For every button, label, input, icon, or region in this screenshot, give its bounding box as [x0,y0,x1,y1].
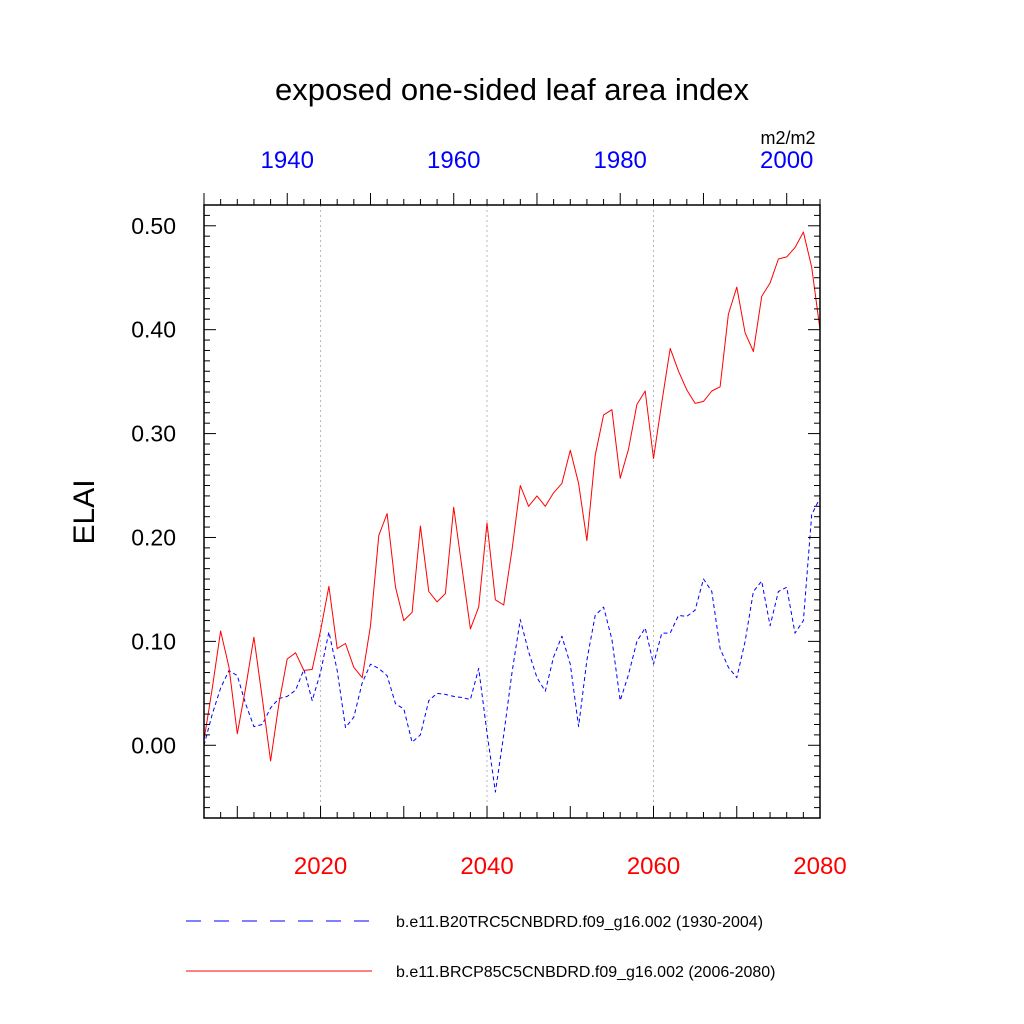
series-line-0 [203,497,821,793]
y-tick-label: 0.50 [131,213,176,239]
series-line-1 [203,231,821,762]
legend: b.e11.B20TRC5CNBDRD.f09_g16.002 (1930-20… [186,914,775,981]
x-bottom-tick-label: 2080 [793,853,846,880]
x-top-tick-label: 1980 [594,147,647,174]
x-top-tick-label: 1960 [427,147,480,174]
y-tick-label: 0.30 [131,421,176,447]
x-top-tick-label: 2000 [760,147,813,174]
x-bottom-tick-label: 2040 [460,853,513,880]
grid-layer [320,205,655,818]
y-tick-label: 0.20 [131,524,176,550]
chart-title: exposed one-sided leaf area index [275,72,749,107]
legend-label-rcp85: b.e11.BRCP85C5CNBDRD.f09_g16.002 (2006-2… [396,964,775,981]
series-layer [203,231,821,793]
y-tick-label: 0.40 [131,317,176,343]
y-tick-label: 0.00 [131,732,176,758]
x-bottom-tick-label: 2020 [294,853,347,880]
x-top-tick-label: 1940 [261,147,314,174]
axis-layer: 0.00 0.10 0.20 0.30 0.40 0.50 2020 2040 2060 2080… [131,147,846,880]
x-bottom-tick-label: 2060 [627,853,680,880]
y-axis-title: ELAI [68,479,101,544]
legend-label-historical: b.e11.B20TRC5CNBDRD.f09_g16.002 (1930-20… [396,914,763,931]
plot-frame [203,204,821,819]
units-label: m2/m2 [760,128,815,148]
y-tick-label: 0.10 [131,628,176,654]
